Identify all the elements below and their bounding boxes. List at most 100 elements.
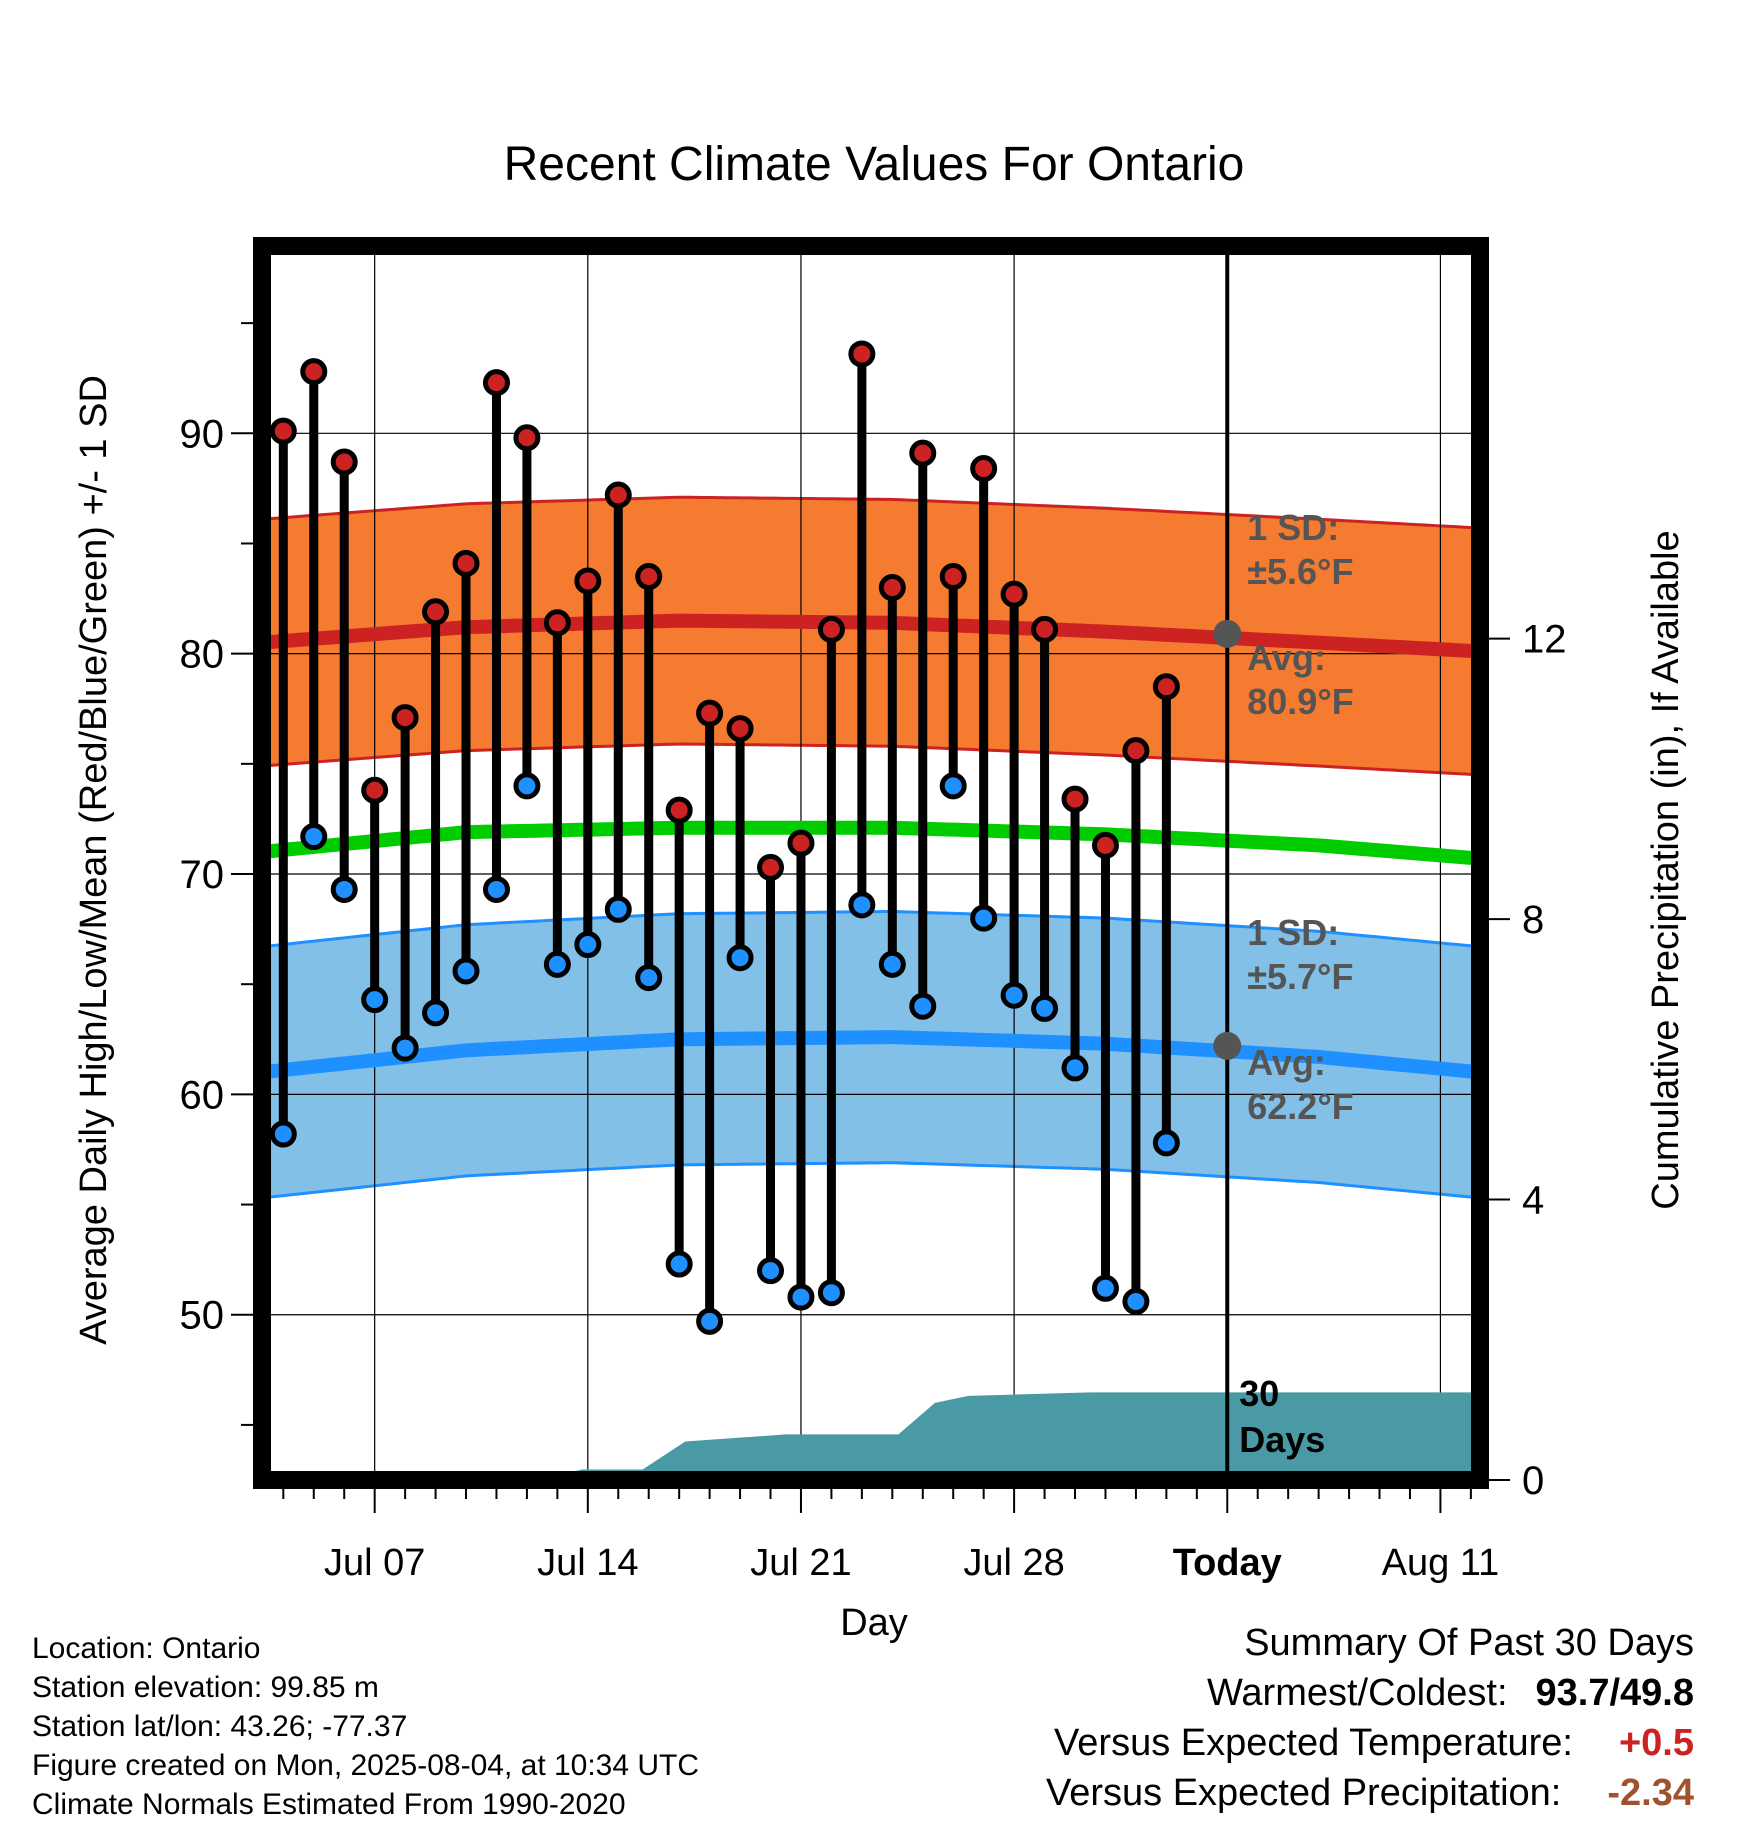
summary-precip-value: -2.34	[1607, 1772, 1694, 1814]
summary-warm-label: Warmest/Coldest:	[1206, 1672, 1508, 1714]
daily-high-point	[452, 549, 480, 577]
daily-high-point	[757, 853, 785, 881]
summary-title: Summary Of Past 30 Days	[1244, 1622, 1694, 1664]
daily-high-point	[604, 481, 632, 509]
daily-low-point	[361, 986, 389, 1014]
high-avg-value: 80.9°F	[1247, 681, 1353, 722]
low-sd-label: 1 SD:	[1247, 912, 1339, 953]
normal-mean-line	[262, 820, 1480, 866]
precip-area	[262, 1392, 1480, 1480]
plot-frame	[253, 237, 1489, 1489]
daily-high-point	[696, 699, 724, 727]
y-tick-label: 80	[180, 633, 225, 677]
daily-low-point	[1061, 1054, 1089, 1082]
daily-high-point	[878, 574, 906, 602]
high-sd-value: ±5.6°F	[1247, 551, 1353, 592]
summary-warm-value: 93.7/49.8	[1535, 1672, 1694, 1714]
daily-high-point	[543, 609, 571, 637]
daily-high-point	[300, 358, 328, 386]
daily-low-point	[1122, 1288, 1150, 1316]
y-tick-label: 60	[180, 1073, 225, 1117]
daily-low-point	[330, 875, 358, 903]
daily-high-point	[817, 615, 845, 643]
daily-low-point	[787, 1283, 815, 1311]
y-tick-label: 90	[180, 412, 225, 456]
high-sd-band	[262, 497, 1480, 775]
daily-high-point	[726, 715, 754, 743]
daily-low-point	[665, 1250, 693, 1278]
daily-low-point	[939, 772, 967, 800]
today-marker-label-line1: 30	[1239, 1373, 1279, 1414]
info-elevation: Station elevation: 99.85 m	[32, 1671, 379, 1704]
summary-temp-value: +0.5	[1618, 1722, 1694, 1764]
chart-title: Recent Climate Values For Ontario	[504, 138, 1245, 191]
daily-high-point	[909, 439, 937, 467]
daily-low-point	[391, 1034, 419, 1062]
low-sd-value: ±5.7°F	[1247, 956, 1353, 997]
daily-high-point	[269, 417, 297, 445]
low-sd-band-lower-edge	[261, 1161, 1481, 1200]
daily-high-point	[848, 340, 876, 368]
y-axis-label: Average Daily High/Low/Mean (Red/Blue/Gr…	[73, 375, 115, 1345]
info-normals: Climate Normals Estimated From 1990-2020	[32, 1788, 626, 1821]
daily-low-point	[757, 1257, 785, 1285]
daily-low-point	[482, 875, 510, 903]
daily-low-point	[1031, 994, 1059, 1022]
daily-low-point	[300, 823, 328, 851]
summary-temp-row: Versus Expected Temperature: +0.5	[1054, 1722, 1694, 1765]
daily-low-point	[1152, 1129, 1180, 1157]
daily-high-point	[1091, 831, 1119, 859]
y-tick-label: 70	[180, 853, 225, 897]
high-sd-label: 1 SD:	[1247, 507, 1339, 548]
daily-high-point	[970, 455, 998, 483]
daily-low-point	[269, 1120, 297, 1148]
x-tick-label: Aug 11	[1382, 1542, 1500, 1584]
daily-high-point	[391, 704, 419, 732]
low-avg-value: 62.2°F	[1247, 1086, 1353, 1127]
low-avg-label: Avg:	[1247, 1042, 1326, 1083]
info-latlon: Station lat/lon: 43.26; -77.37	[32, 1710, 408, 1743]
daily-high-point	[1122, 737, 1150, 765]
info-location: Location: Ontario	[32, 1632, 261, 1665]
daily-high-point	[665, 796, 693, 824]
y2-axis-label: Cumulative Precipitation (in), If Availa…	[1645, 530, 1687, 1209]
daily-low-point	[1000, 981, 1028, 1009]
high-avg-label: Avg:	[1247, 637, 1326, 678]
daily-low-point	[817, 1279, 845, 1307]
daily-high-point	[574, 567, 602, 595]
daily-high-point	[330, 448, 358, 476]
daily-high-point	[1152, 673, 1180, 701]
daily-low-point	[604, 895, 632, 923]
daily-high-point	[361, 776, 389, 804]
daily-low-point	[452, 957, 480, 985]
daily-low-point	[635, 964, 663, 992]
daily-low-point	[726, 944, 754, 972]
daily-high-point	[787, 829, 815, 857]
daily-low-point	[574, 931, 602, 959]
daily-high-point	[482, 369, 510, 397]
summary-precip-row: Versus Expected Precipitation: -2.34	[1046, 1772, 1694, 1815]
daily-high-point	[635, 563, 663, 591]
y2-tick-label: 4	[1522, 1179, 1544, 1223]
x-tick-label: Jul 28	[963, 1542, 1064, 1584]
daily-high-point	[422, 598, 450, 626]
y2-tick-label: 0	[1522, 1459, 1544, 1503]
daily-low-point	[909, 992, 937, 1020]
daily-high-point	[939, 563, 967, 591]
summary-precip-label: Versus Expected Precipitation:	[1045, 1772, 1562, 1814]
daily-low-point	[513, 772, 541, 800]
daily-low-point	[543, 950, 571, 978]
x-tick-label: Jul 14	[537, 1542, 638, 1584]
x-tick-label: Jul 21	[750, 1542, 851, 1584]
today-high-avg-marker	[1213, 619, 1242, 648]
info-created: Figure created on Mon, 2025-08-04, at 10…	[32, 1749, 700, 1782]
today-marker-label-line2: Days	[1239, 1419, 1325, 1460]
daily-high-point	[1031, 615, 1059, 643]
daily-low-point	[696, 1307, 724, 1335]
daily-low-point	[970, 904, 998, 932]
y2-tick-label: 12	[1522, 618, 1567, 662]
daily-low-point	[1091, 1274, 1119, 1302]
x-tick-label: Jul 07	[324, 1542, 425, 1584]
